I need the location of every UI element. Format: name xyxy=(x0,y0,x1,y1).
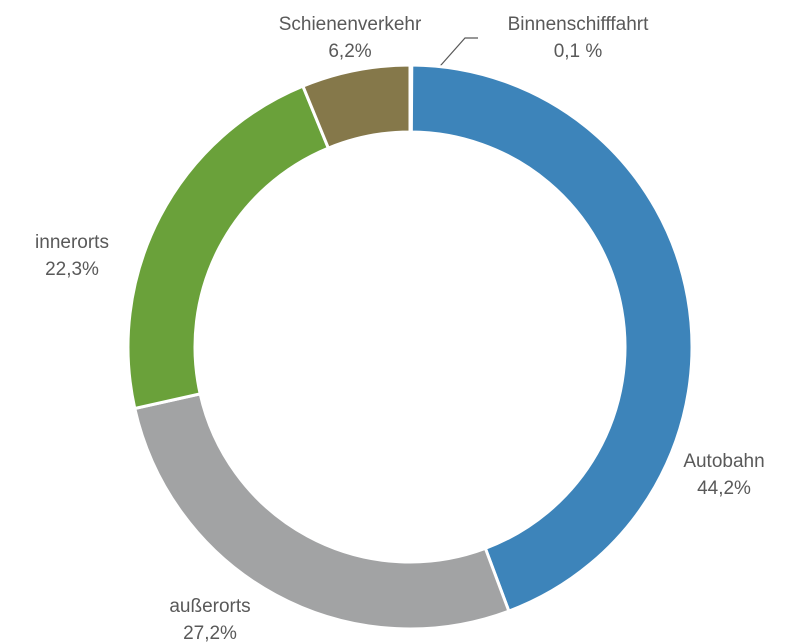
slice-label: innerorts xyxy=(35,232,109,253)
slice-value-label: 0,1 % xyxy=(554,41,603,62)
slice-label: Binnenschifffahrt xyxy=(508,14,650,35)
slice-value-label: 6,2% xyxy=(328,41,371,62)
slice-value-label: 27,2% xyxy=(183,623,237,643)
donut-slice xyxy=(409,63,694,614)
donut-slice xyxy=(132,392,511,631)
donut-slice xyxy=(300,63,412,151)
slice-label: außerorts xyxy=(169,596,250,617)
slice-label: Schienenverkehr xyxy=(279,14,422,35)
slice-label: Autobahn xyxy=(683,451,764,472)
slice-value-label: 22,3% xyxy=(45,259,99,280)
slice-value-label: 44,2% xyxy=(697,478,751,499)
donut-slice xyxy=(126,84,331,411)
